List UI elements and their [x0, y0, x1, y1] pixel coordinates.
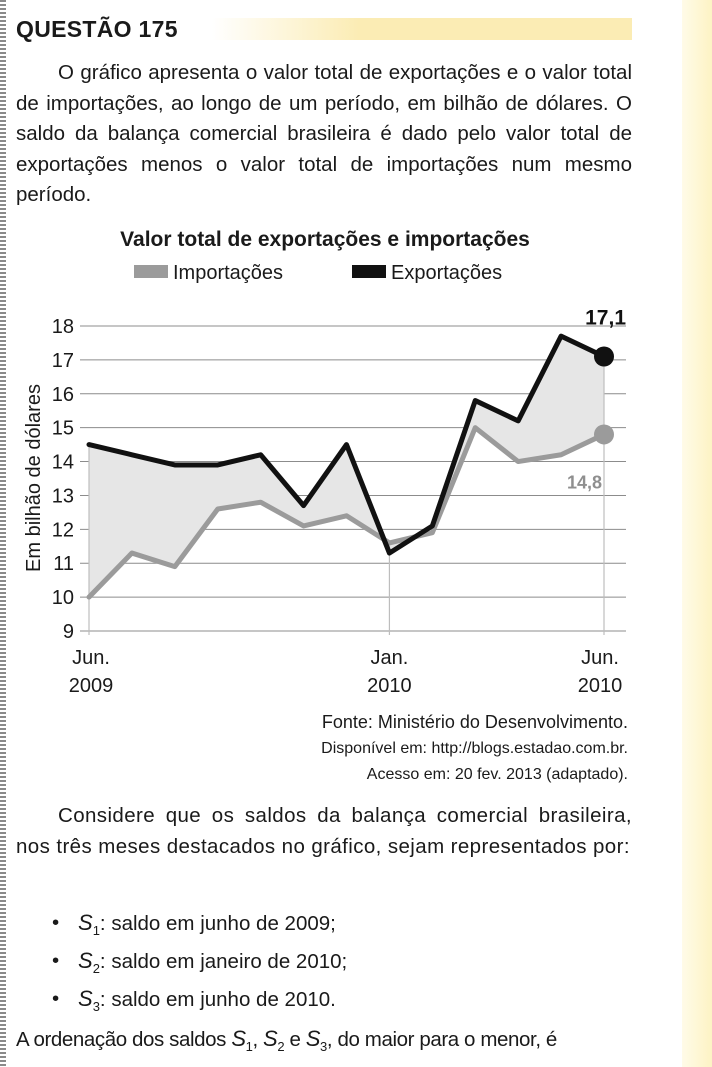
variable-name: S	[78, 910, 93, 935]
list-item-description: : saldo em junho de 2009;	[99, 912, 336, 935]
variable-subscript: 1	[245, 1039, 253, 1055]
data-label-exportacoes: 17,1	[585, 307, 626, 330]
x-tick-label-month: Jun.	[72, 647, 110, 669]
y-tick-label: 17	[52, 350, 74, 372]
x-tick-label-month: Jan.	[371, 647, 409, 669]
right-margin-strip	[682, 0, 712, 1067]
variable-name: S	[263, 1026, 278, 1051]
list-item-text: S1: saldo em junho de 2009;	[78, 908, 336, 946]
legend-swatch-exportacoes	[352, 265, 386, 279]
consider-paragraph: Considere que os saldos da balança comer…	[16, 804, 632, 858]
x-tick-label-year: 2010	[367, 675, 412, 697]
separator: e	[284, 1028, 306, 1051]
variable-name: S	[78, 986, 93, 1011]
variable-subscript: 3	[92, 999, 100, 1015]
y-tick-label: 9	[63, 621, 74, 643]
list-item-description: : saldo em junho de 2010.	[99, 988, 336, 1011]
chart-title: Valor total de exportações e importações	[120, 228, 530, 251]
separator: ,	[252, 1028, 264, 1051]
variable-subscript: 2	[92, 961, 100, 977]
balance-area	[89, 336, 604, 598]
list-item-description: : saldo em janeiro de 2010;	[99, 950, 348, 973]
header-highlight-bar	[212, 18, 632, 40]
bullet-dot: •	[52, 949, 60, 972]
legend-swatch-importacoes	[134, 265, 168, 279]
final-question-line: A ordenação dos saldos S1, S2 e S3, do m…	[16, 1026, 557, 1054]
y-tick-label: 13	[52, 485, 74, 507]
variable-name: S	[305, 1026, 321, 1051]
data-point-importacoes-end	[594, 424, 614, 445]
y-tick-label: 18	[52, 316, 74, 338]
final-text-end: , do maior para o menor, é	[326, 1028, 557, 1051]
legend-label-exportacoes: Exportações	[391, 262, 503, 284]
bullet-dot: •	[52, 911, 60, 934]
y-axis-label: Em bilhão de dólares	[23, 384, 45, 572]
question-header: QUESTÃO 175	[16, 12, 632, 46]
source-access-date: Acesso em: 20 fev. 2013 (adaptado).	[366, 766, 628, 783]
x-tick-label-year: 2010	[578, 675, 623, 697]
variable-subscript: 1	[92, 923, 100, 939]
y-tick-label: 16	[52, 384, 74, 406]
y-tick-label: 10	[52, 587, 74, 609]
data-label-importacoes: 14,8	[567, 472, 602, 492]
source-availability: Disponível em: http://blogs.estadao.com.…	[321, 740, 628, 757]
y-tick-label: 15	[52, 418, 74, 440]
series-line-exportacoes	[86, 333, 607, 556]
variable-name: S	[78, 948, 93, 973]
variable-subscript: 3	[320, 1039, 327, 1055]
left-border	[0, 0, 6, 1067]
y-tick-label: 14	[52, 452, 74, 474]
series-line-importacoes	[86, 425, 607, 600]
variable-name: S	[231, 1026, 246, 1051]
trade-balance-chart: 18 17 16 15 14 13 12 11 10 9 Em bilhão de dólares 1…	[23, 307, 626, 698]
x-tick-label-year: 2009	[69, 675, 114, 697]
bullet-dot: •	[52, 987, 60, 1010]
x-tick-label-month: Jun.	[581, 647, 619, 669]
legend-item-exportacoes: Exportações	[352, 262, 502, 285]
y-tick-label: 11	[53, 553, 74, 575]
list-item-text: S3: saldo em junho de 2010.	[78, 984, 336, 1022]
question-title: QUESTÃO 175	[16, 16, 178, 42]
final-text-start: A ordenação dos saldos	[16, 1028, 232, 1051]
legend-item-importacoes: Importações	[134, 262, 283, 285]
list-item-text: S2: saldo em janeiro de 2010;	[78, 946, 347, 984]
y-tick-label: 12	[52, 519, 74, 541]
legend-label-importacoes: Importações	[173, 262, 284, 284]
data-point-exportacoes-end	[594, 346, 614, 367]
variable-subscript: 2	[277, 1039, 285, 1055]
intro-paragraph: O gráfico apresenta o valor total de exp…	[16, 61, 632, 206]
source-line: Fonte: Ministério do Desenvolvimento.	[321, 712, 628, 732]
